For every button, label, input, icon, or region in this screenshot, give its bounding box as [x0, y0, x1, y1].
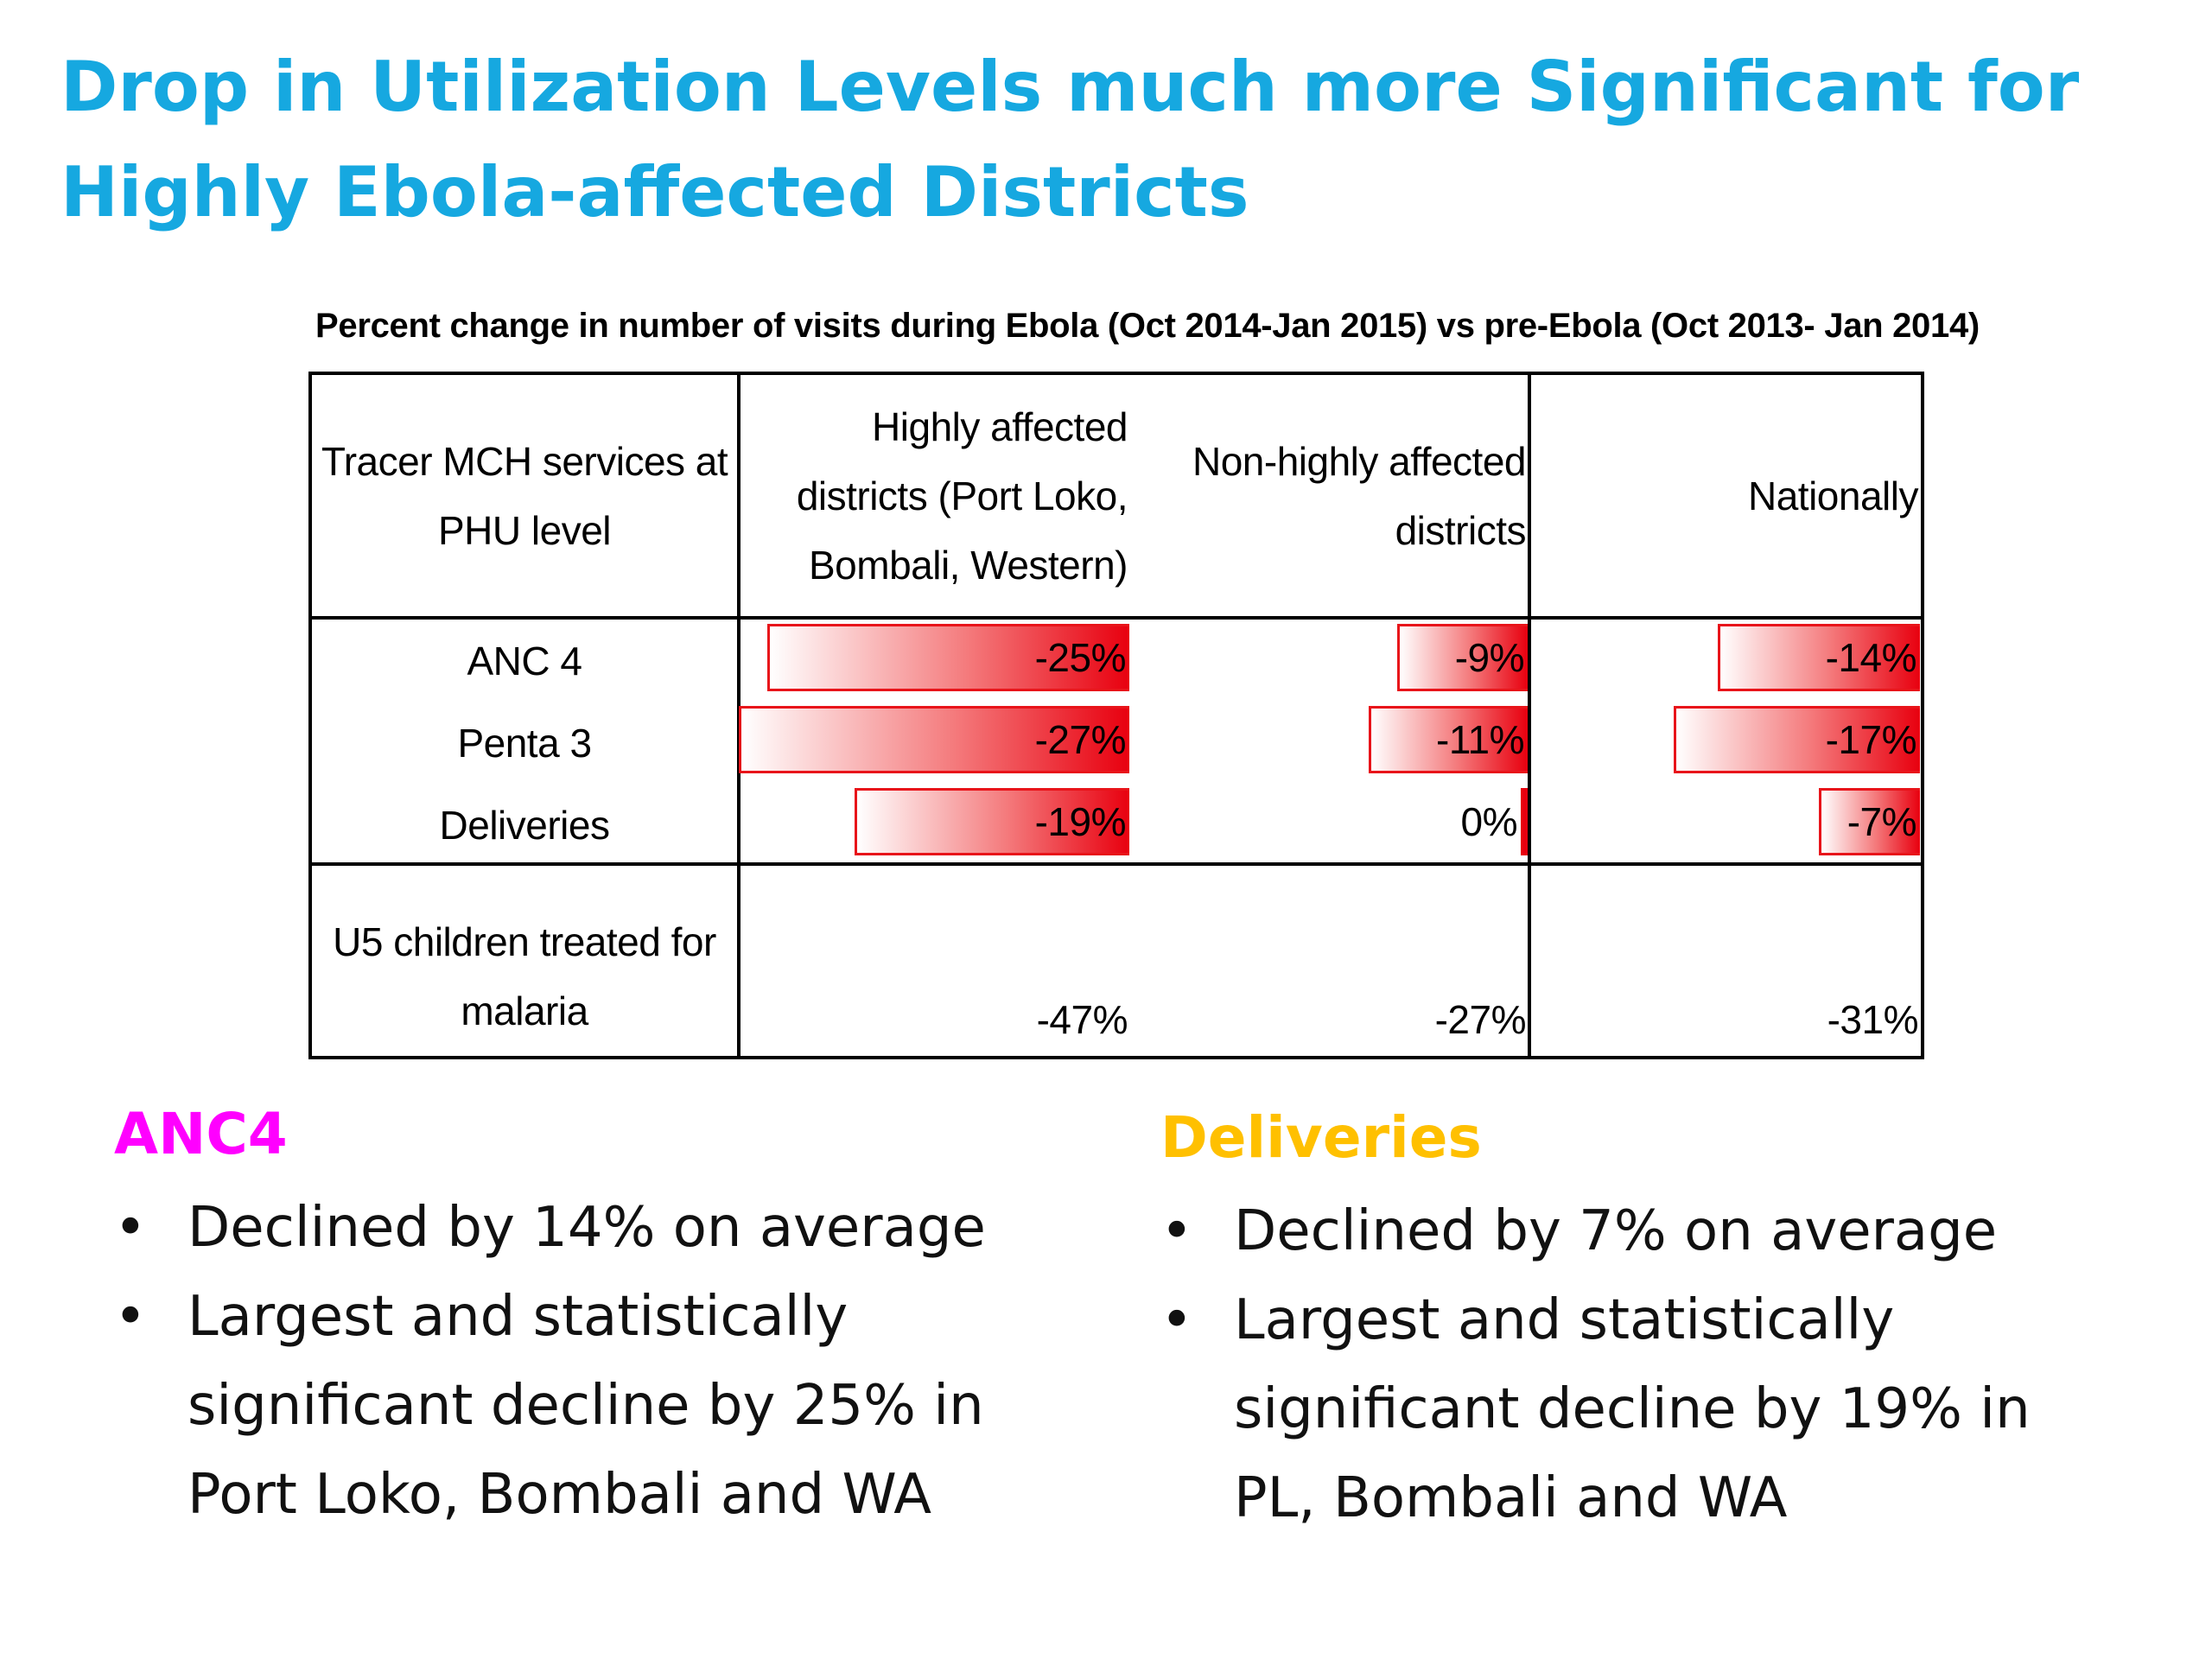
header-highly-line: districts (Port Loko,: [796, 473, 1128, 518]
bullet-dot: •: [114, 1285, 147, 1349]
row-group-divider: [308, 862, 1924, 866]
value-deliveries-national: -7%: [1847, 799, 1917, 844]
bullet-text: Largest and statistically: [1234, 1288, 1895, 1352]
bullet-text: Port Loko, Bombali and WA: [188, 1463, 931, 1527]
malaria-label-line: U5 children treated for: [333, 919, 716, 964]
bar-anc4-highly: [767, 624, 1129, 691]
bullet-dot: •: [1160, 1288, 1193, 1352]
value-anc4-highly: -25%: [1034, 635, 1127, 680]
row-label-deliveries: Deliveries: [439, 803, 610, 848]
bar-penta3-highly: [739, 706, 1129, 773]
deliveries-bullet-list: • Declined by 7% on average • Largest an…: [1160, 1187, 2180, 1543]
anc4-bullet: • Declined by 14% on average: [114, 1184, 1108, 1273]
bullet-text: Declined by 14% on average: [188, 1196, 986, 1260]
bullet-text: Largest and statistically: [188, 1285, 849, 1349]
deliveries-bullet: • Largest and statistically significant …: [1160, 1276, 2180, 1543]
row-label-anc4: ANC 4: [467, 639, 582, 683]
malaria-highly-value: -47%: [1036, 997, 1128, 1042]
header-divider: [308, 616, 1924, 620]
anc4-heading: ANC4: [114, 1101, 288, 1167]
malaria-nonhighly-value: -27%: [1434, 997, 1527, 1042]
header-non-highly-affected: Non-highly affected districts: [1141, 375, 1527, 616]
bar-anc4-nonhighly: [1397, 624, 1528, 691]
anc4-bullet-list: • Declined by 14% on average • Largest a…: [114, 1184, 1108, 1540]
deliveries-bullet: • Declined by 7% on average: [1160, 1187, 2180, 1276]
row-label-penta3: Penta 3: [457, 721, 592, 766]
value-penta3-nonhighly: -11%: [1436, 717, 1524, 762]
header-nationally: Nationally: [1531, 375, 1919, 616]
header-service: Tracer MCH services at PHU level: [312, 375, 737, 616]
bar-deliveries-highly: [855, 788, 1129, 855]
bullet-text: Declined by 7% on average: [1234, 1199, 1998, 1263]
header-highly-affected: Highly affected districts (Port Loko, Bo…: [741, 375, 1128, 616]
header-service-line: Tracer MCH services at: [321, 438, 728, 484]
anc4-bullet: • Largest and statistically significant …: [114, 1273, 1108, 1540]
title-line-2: Highly Ebola-affected Districts: [60, 152, 1249, 232]
header-highly-line: Highly affected: [872, 404, 1128, 449]
value-deliveries-highly: -19%: [1034, 799, 1127, 844]
malaria-national-value: -31%: [1827, 997, 1919, 1042]
bullet-dot: •: [1160, 1199, 1193, 1263]
value-penta3-highly: -27%: [1034, 717, 1127, 762]
value-penta3-national: -17%: [1825, 717, 1917, 762]
slide-title: Drop in Utilization Levels much more Sig…: [60, 35, 2134, 245]
table-caption: Percent change in number of visits durin…: [315, 307, 1980, 345]
value-anc4-national: -14%: [1825, 635, 1917, 680]
malaria-label-line: malaria: [461, 988, 588, 1033]
title-line-1: Drop in Utilization Levels much more Sig…: [60, 47, 2080, 127]
table-frame: [308, 372, 1924, 1059]
bullet-dot: •: [114, 1196, 147, 1260]
bar-penta3-national: [1674, 706, 1920, 773]
bar-deliveries-national: [1819, 788, 1920, 855]
deliveries-heading: Deliveries: [1160, 1104, 1482, 1171]
column-divider: [1528, 372, 1531, 1059]
row-label-malaria: U5 children treated for malaria: [312, 907, 737, 1046]
bullet-text: significant decline by 19% in: [1234, 1377, 2031, 1441]
header-nonhighly-line: districts: [1395, 507, 1527, 553]
bar-penta3-nonhighly: [1369, 706, 1528, 773]
bullet-text: significant decline by 25% in: [188, 1374, 984, 1438]
bar-deliveries-nonhighly: [1521, 788, 1528, 855]
value-anc4-nonhighly: -9%: [1454, 635, 1525, 680]
bullet-text: PL, Bombali and WA: [1234, 1466, 1788, 1530]
header-service-line: PHU level: [437, 507, 612, 553]
header-highly-line: Bombali, Western): [808, 542, 1128, 588]
value-deliveries-nonhighly: 0%: [1460, 799, 1518, 844]
bar-anc4-national: [1718, 624, 1920, 691]
header-nonhighly-line: Non-highly affected: [1192, 438, 1527, 484]
header-national-line: Nationally: [1748, 473, 1919, 518]
